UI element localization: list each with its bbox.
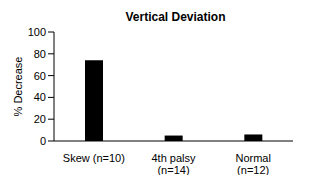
svg-text:40: 40 [34,91,46,103]
svg-text:Normal(n=12): Normal(n=12) [235,152,270,175]
svg-text:80: 80 [34,48,46,60]
svg-text:60: 60 [34,70,46,82]
svg-text:4th palsy(n=14): 4th palsy(n=14) [151,152,196,175]
svg-text:100: 100 [28,26,46,38]
html-text:Vertical Deviation: Vertical Deviation [125,10,226,24]
svg-text:20: 20 [34,113,46,125]
svg-text:% Decrease: % Decrease [12,57,24,117]
svg-text:0: 0 [40,135,46,147]
svg-text:Skew (n=10): Skew (n=10) [63,152,125,164]
